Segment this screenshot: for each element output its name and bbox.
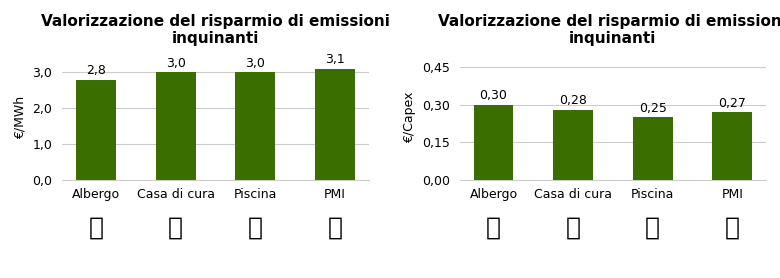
Text: 🏨: 🏨 xyxy=(486,215,501,239)
Title: Valorizzazione del risparmio di emissioni
inquinanti: Valorizzazione del risparmio di emission… xyxy=(438,14,780,46)
Text: 🏊: 🏊 xyxy=(645,215,660,239)
Text: 🏛: 🏛 xyxy=(566,215,580,239)
Bar xyxy=(76,80,116,180)
Text: 3,1: 3,1 xyxy=(325,53,345,66)
Text: 🏭: 🏭 xyxy=(328,215,342,239)
Bar xyxy=(712,112,752,180)
Text: 3,0: 3,0 xyxy=(245,57,265,70)
Text: 0,30: 0,30 xyxy=(480,89,508,102)
Title: Valorizzazione del risparmio di emissioni
inquinanti: Valorizzazione del risparmio di emission… xyxy=(41,14,390,46)
Bar xyxy=(473,105,513,180)
Text: 2,8: 2,8 xyxy=(86,64,106,77)
Bar xyxy=(156,72,196,180)
Text: 3,0: 3,0 xyxy=(165,57,186,70)
Text: 🏭: 🏭 xyxy=(725,215,739,239)
Bar xyxy=(553,110,593,180)
Bar xyxy=(236,72,275,180)
Text: 🏨: 🏨 xyxy=(88,215,104,239)
Text: 0,25: 0,25 xyxy=(639,102,667,115)
Bar xyxy=(633,117,672,180)
Text: 0,27: 0,27 xyxy=(718,97,746,110)
Text: 🏛: 🏛 xyxy=(168,215,183,239)
Text: 🏊: 🏊 xyxy=(248,215,263,239)
Text: 0,28: 0,28 xyxy=(559,94,587,107)
Y-axis label: €/Capex: €/Capex xyxy=(403,91,417,143)
Bar xyxy=(315,69,355,180)
Y-axis label: €/MWh: €/MWh xyxy=(14,96,27,139)
